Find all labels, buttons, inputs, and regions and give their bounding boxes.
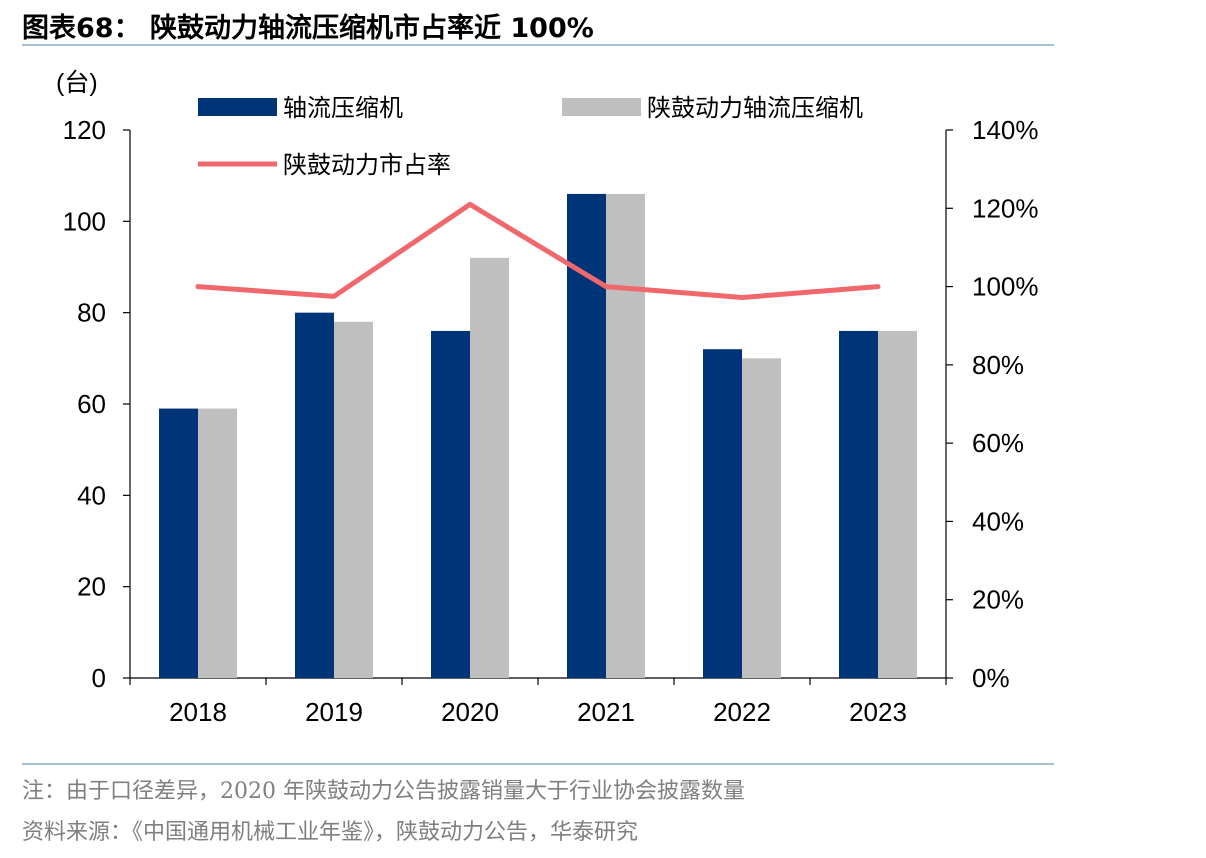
bar-industry-2020 [431, 330, 470, 678]
bar-industry-2022 [703, 349, 742, 678]
legend-label-0: 轴流压缩机 [283, 94, 403, 122]
y-tick-label-right: 0% [972, 663, 1010, 693]
legend-label-2: 陕鼓动力市占率 [283, 151, 451, 179]
y-tick-label-right: 120% [972, 193, 1039, 223]
bar-industry-2018 [159, 408, 198, 678]
y-tick-label-left: 100 [63, 206, 106, 236]
note-rule [22, 763, 1054, 765]
x-tick-label: 2022 [713, 697, 771, 727]
y-tick-label-left: 60 [77, 389, 106, 419]
title-rule [22, 44, 1054, 46]
note-text: 注：由于口径差异，2020 年陕鼓动力公告披露销量大于行业协会披露数量 [22, 779, 745, 804]
bars [159, 193, 917, 678]
legend-swatch-0 [198, 98, 277, 116]
bar-shaangu-2018 [198, 408, 237, 678]
bar-shaangu-2021 [606, 193, 645, 678]
x-tick-label: 2018 [169, 697, 227, 727]
y-tick-label-right: 20% [972, 585, 1024, 615]
share-line-path [195, 201, 881, 301]
source-text: 资料来源：《中国通用机械工业年鉴》，陕鼓动力公告，华泰研究 [22, 820, 639, 845]
bar-industry-2023 [839, 330, 878, 678]
share-line [195, 201, 881, 301]
x-tick-label: 2021 [577, 697, 635, 727]
y-tick-label-right: 140% [972, 115, 1039, 145]
y-tick-label-right: 100% [972, 272, 1039, 302]
y-tick-label-left: 80 [77, 298, 106, 328]
legend-label-1: 陕鼓动力轴流压缩机 [647, 94, 863, 122]
legend-swatch-1 [562, 98, 641, 116]
bar-shaangu-2020 [470, 257, 509, 678]
y-tick-label-left: 40 [77, 480, 106, 510]
x-tick-label: 2020 [441, 697, 499, 727]
bar-shaangu-2023 [878, 330, 917, 678]
y-tick-label-left: 20 [77, 572, 106, 602]
chart: 0 20 40 60 80 100 120 (台) 0% 20% 40% 60% 80% 100% 120%… [56, 69, 1039, 727]
y-unit-label: (台) [56, 69, 98, 97]
bar-industry-2019 [295, 312, 334, 678]
y-tick-label-right: 40% [972, 506, 1024, 536]
bar-shaangu-2019 [334, 321, 373, 678]
figure-title: 图表68： 陕鼓动力轴流压缩机市占率近 100% [22, 13, 594, 44]
y-tick-label-right: 60% [972, 428, 1024, 458]
x-tick-label: 2019 [305, 697, 363, 727]
bar-shaangu-2022 [742, 358, 781, 678]
y-tick-label-left: 0 [92, 663, 106, 693]
axes: 0 20 40 60 80 100 120 (台) 0% 20% 40% 60% 80% 100% 120%… [56, 69, 1039, 727]
x-tick-label: 2023 [849, 697, 907, 727]
y-tick-label-left: 120 [63, 115, 106, 145]
y-tick-label-right: 80% [972, 350, 1024, 380]
